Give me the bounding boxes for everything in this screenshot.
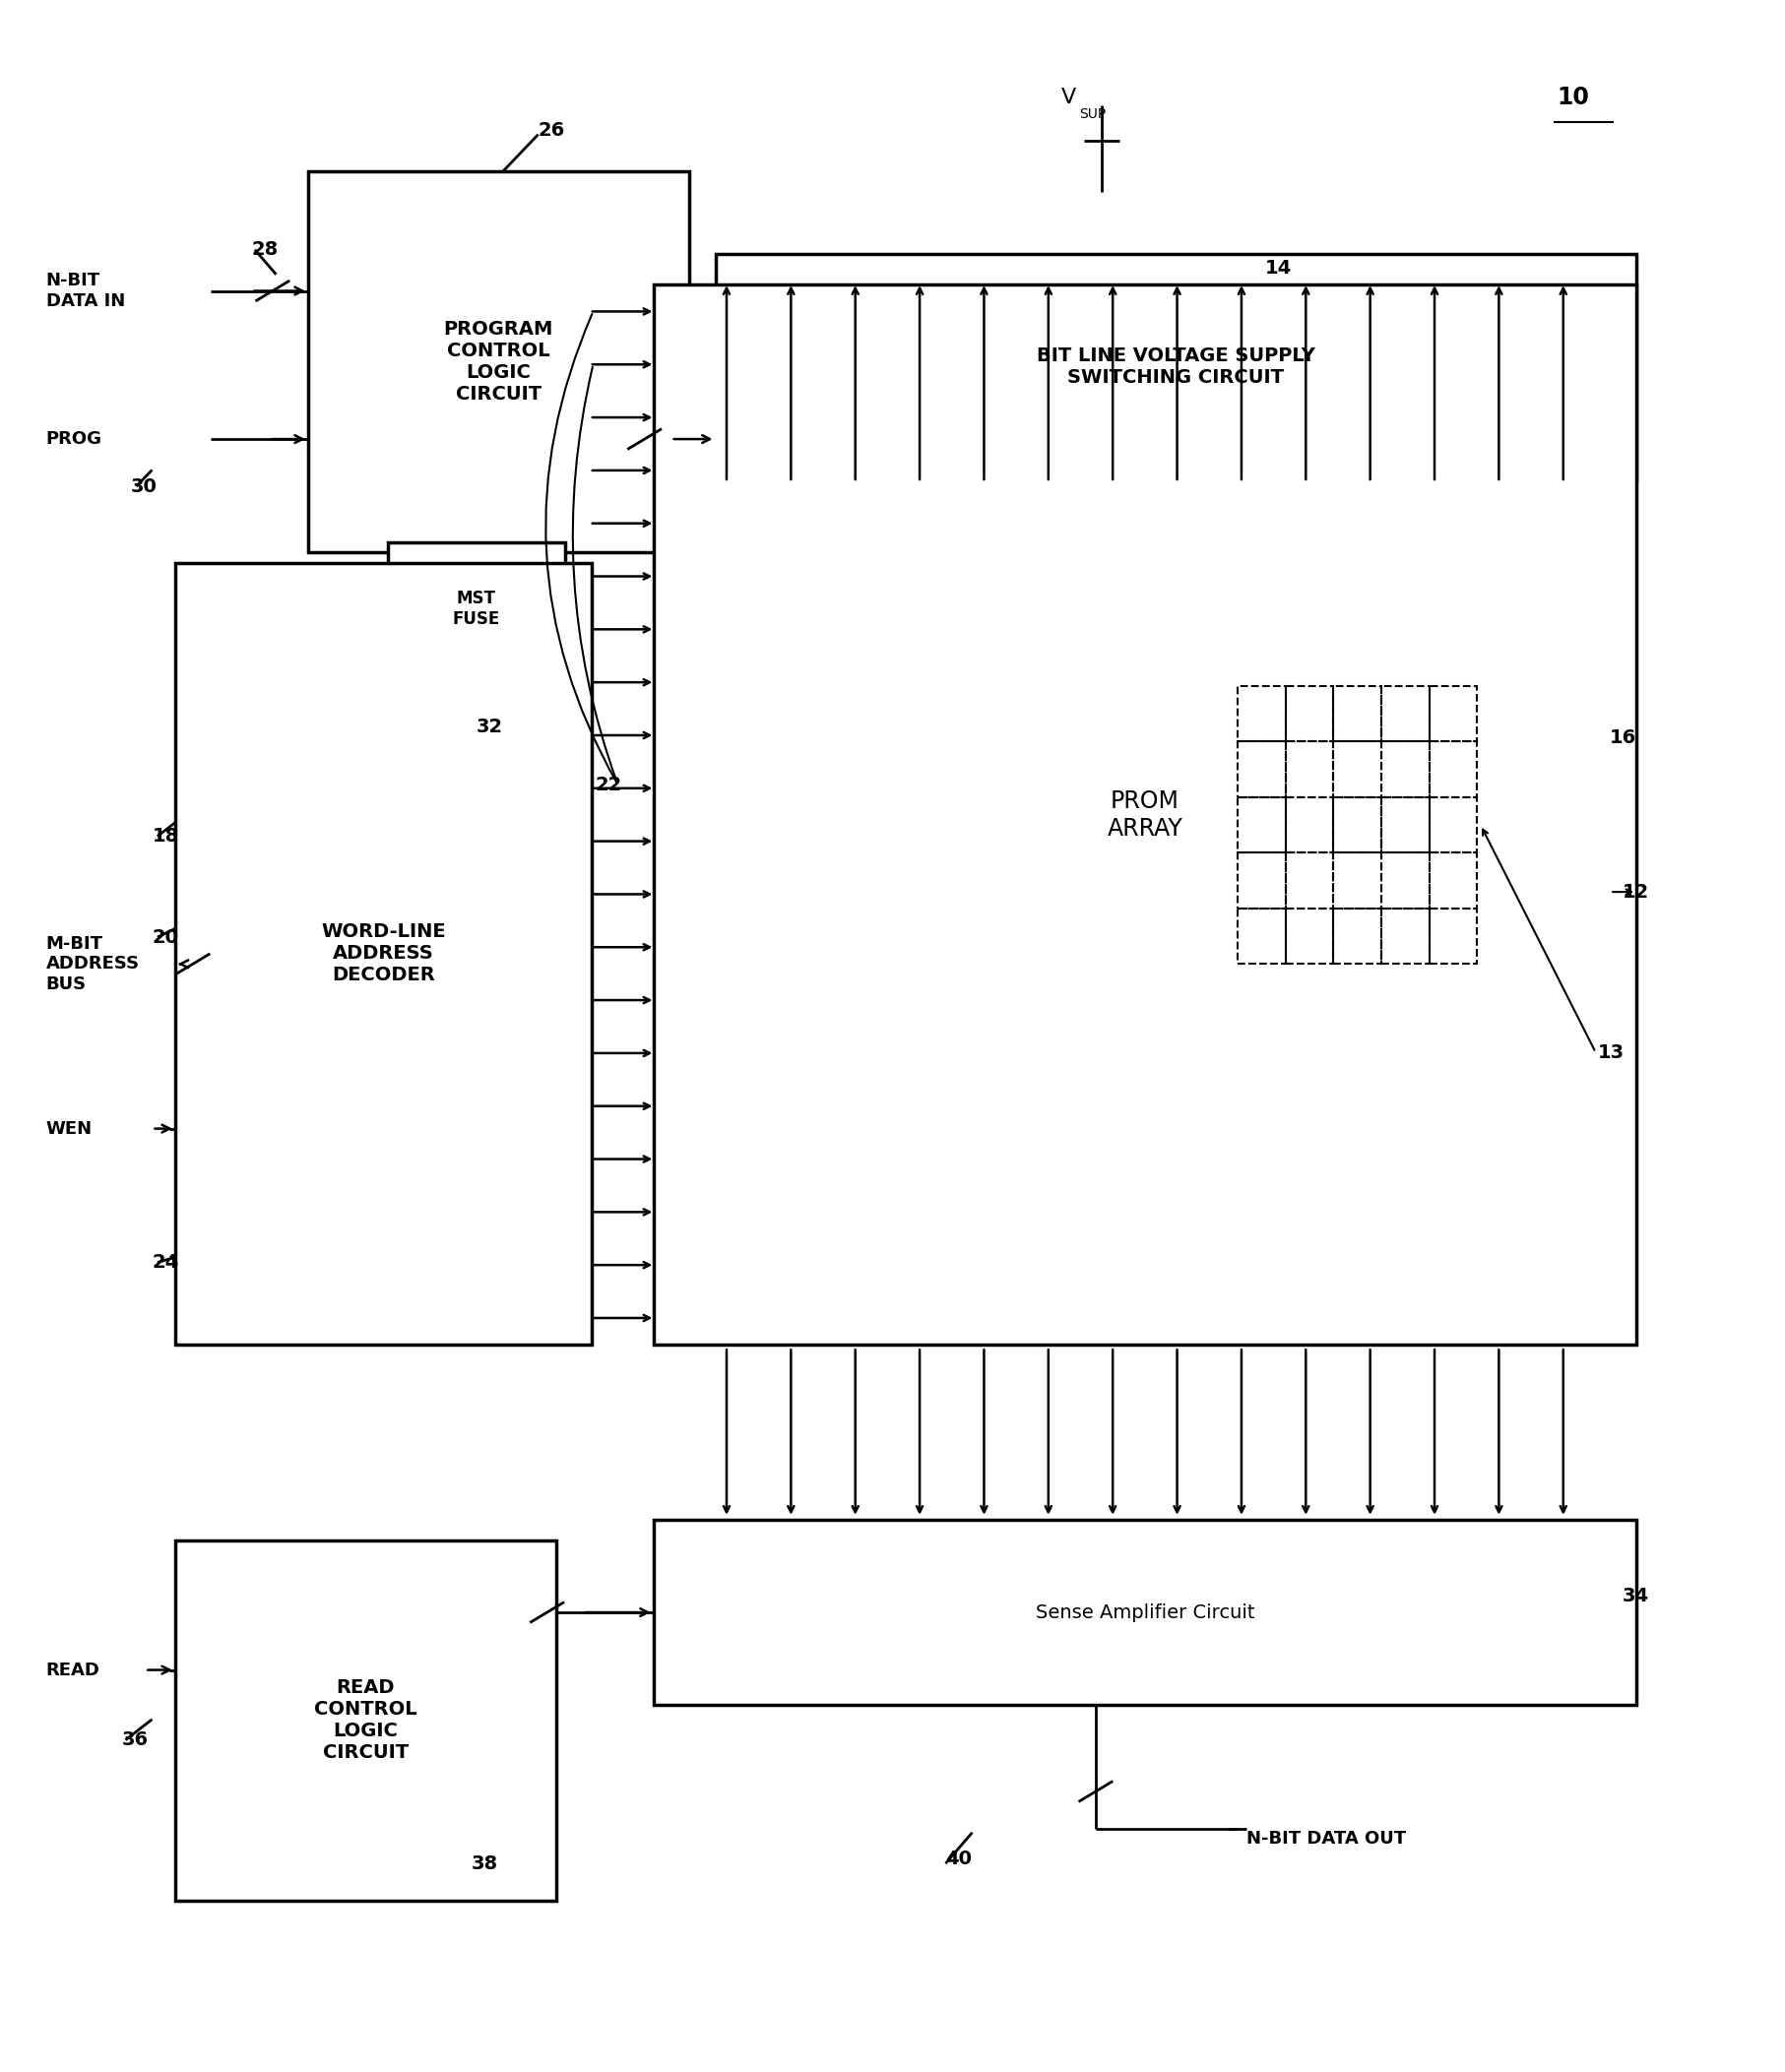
Bar xyxy=(716,255,1637,481)
Bar xyxy=(1430,798,1476,854)
Text: PROGRAM
CONTROL
LOGIC
CIRCUIT: PROGRAM CONTROL LOGIC CIRCUIT xyxy=(443,319,553,404)
Text: 30: 30 xyxy=(130,477,157,495)
Bar xyxy=(653,284,1637,1345)
Bar xyxy=(1430,686,1476,742)
Bar xyxy=(1333,798,1382,854)
Text: 24: 24 xyxy=(152,1254,179,1272)
Bar xyxy=(1382,854,1430,908)
Text: READ
CONTROL
LOGIC
CIRCUIT: READ CONTROL LOGIC CIRCUIT xyxy=(314,1678,418,1761)
Text: M-BIT
ADDRESS
BUS: M-BIT ADDRESS BUS xyxy=(46,934,139,992)
Text: 22: 22 xyxy=(594,775,621,794)
Bar xyxy=(1333,742,1382,798)
Text: SUP: SUP xyxy=(1080,108,1107,120)
Text: PROM
ARRAY: PROM ARRAY xyxy=(1107,789,1183,841)
Bar xyxy=(387,543,564,675)
Text: 13: 13 xyxy=(1598,1042,1624,1061)
Text: 18: 18 xyxy=(152,827,179,845)
Text: 36: 36 xyxy=(121,1730,148,1749)
Text: V: V xyxy=(1060,87,1076,108)
Bar xyxy=(653,1519,1637,1705)
Text: 32: 32 xyxy=(477,717,503,738)
Text: N-BIT DATA OUT: N-BIT DATA OUT xyxy=(1246,1830,1407,1848)
Text: WORD-LINE
ADDRESS
DECODER: WORD-LINE ADDRESS DECODER xyxy=(321,922,446,984)
Bar xyxy=(1382,908,1430,963)
Text: 38: 38 xyxy=(471,1854,498,1873)
Bar xyxy=(1239,742,1285,798)
Text: 16: 16 xyxy=(1610,727,1637,746)
Bar xyxy=(1382,686,1430,742)
Text: 34: 34 xyxy=(1623,1587,1649,1606)
Bar xyxy=(309,172,689,553)
Text: 14: 14 xyxy=(1264,259,1291,278)
Bar xyxy=(1285,798,1333,854)
Bar xyxy=(1430,908,1476,963)
Text: 28: 28 xyxy=(252,240,278,259)
Bar xyxy=(1239,798,1285,854)
Text: Sense Amplifier Circuit: Sense Amplifier Circuit xyxy=(1035,1604,1255,1622)
Bar xyxy=(1239,908,1285,963)
Bar xyxy=(1430,854,1476,908)
Bar xyxy=(1285,854,1333,908)
Text: 40: 40 xyxy=(946,1850,973,1869)
Bar xyxy=(1285,686,1333,742)
Bar xyxy=(1382,742,1430,798)
Bar xyxy=(1430,742,1476,798)
Text: BIT LINE VOLTAGE SUPPLY
SWITCHING CIRCUIT: BIT LINE VOLTAGE SUPPLY SWITCHING CIRCUI… xyxy=(1037,346,1316,387)
Text: 12: 12 xyxy=(1623,883,1649,901)
Text: 20: 20 xyxy=(152,928,179,947)
Text: PROG: PROG xyxy=(46,431,102,448)
Bar xyxy=(175,1539,555,1900)
Bar xyxy=(1382,798,1430,854)
Bar xyxy=(1333,686,1382,742)
Bar xyxy=(1239,854,1285,908)
Text: 26: 26 xyxy=(539,120,566,139)
Bar xyxy=(1333,854,1382,908)
Bar xyxy=(1333,908,1382,963)
Text: N-BIT
DATA IN: N-BIT DATA IN xyxy=(46,271,125,311)
Text: WEN: WEN xyxy=(46,1119,93,1138)
Text: 10: 10 xyxy=(1557,85,1589,110)
Text: MST
FUSE: MST FUSE xyxy=(452,591,500,628)
Bar xyxy=(1285,908,1333,963)
Bar xyxy=(1239,686,1285,742)
Bar xyxy=(1285,742,1333,798)
Text: READ: READ xyxy=(46,1662,100,1678)
Bar xyxy=(175,564,591,1345)
